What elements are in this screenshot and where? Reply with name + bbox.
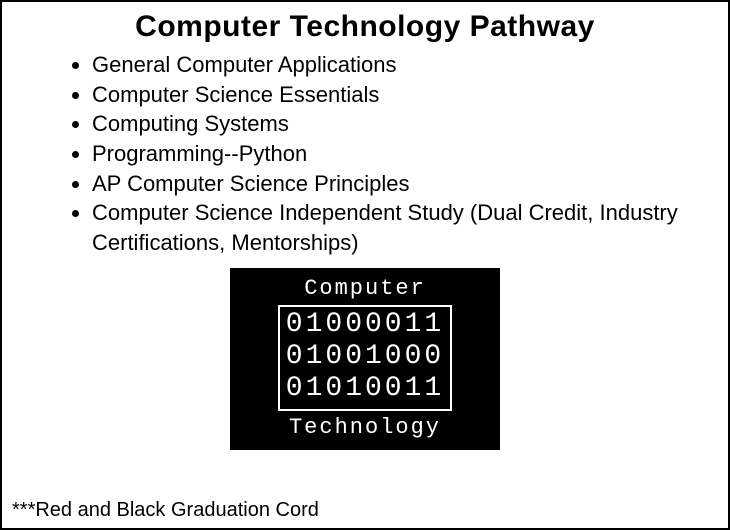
list-item: Computer Science Independent Study (Dual… (92, 198, 728, 257)
footnote: ***Red and Black Graduation Cord (12, 499, 319, 522)
computer-technology-logo: Computer 01000011 01001000 01010011 Tech… (230, 268, 500, 451)
list-item: Computing Systems (92, 109, 728, 139)
logo-bottom-label: Technology (240, 415, 490, 440)
list-item: Programming--Python (92, 139, 728, 169)
logo-binary-line: 01000011 (286, 309, 444, 341)
logo-binary-line: 01001000 (286, 341, 444, 373)
page-title: Computer Technology Pathway (2, 10, 728, 44)
list-item: General Computer Applications (92, 50, 728, 80)
list-item: Computer Science Essentials (92, 80, 728, 110)
logo-top-label: Computer (240, 276, 490, 301)
logo-binary-box: 01000011 01001000 01010011 (278, 305, 452, 412)
logo-container: Computer 01000011 01001000 01010011 Tech… (2, 268, 728, 451)
logo-binary-line: 01010011 (286, 373, 444, 405)
list-item: AP Computer Science Principles (92, 169, 728, 199)
course-list: General Computer Applications Computer S… (92, 50, 728, 258)
